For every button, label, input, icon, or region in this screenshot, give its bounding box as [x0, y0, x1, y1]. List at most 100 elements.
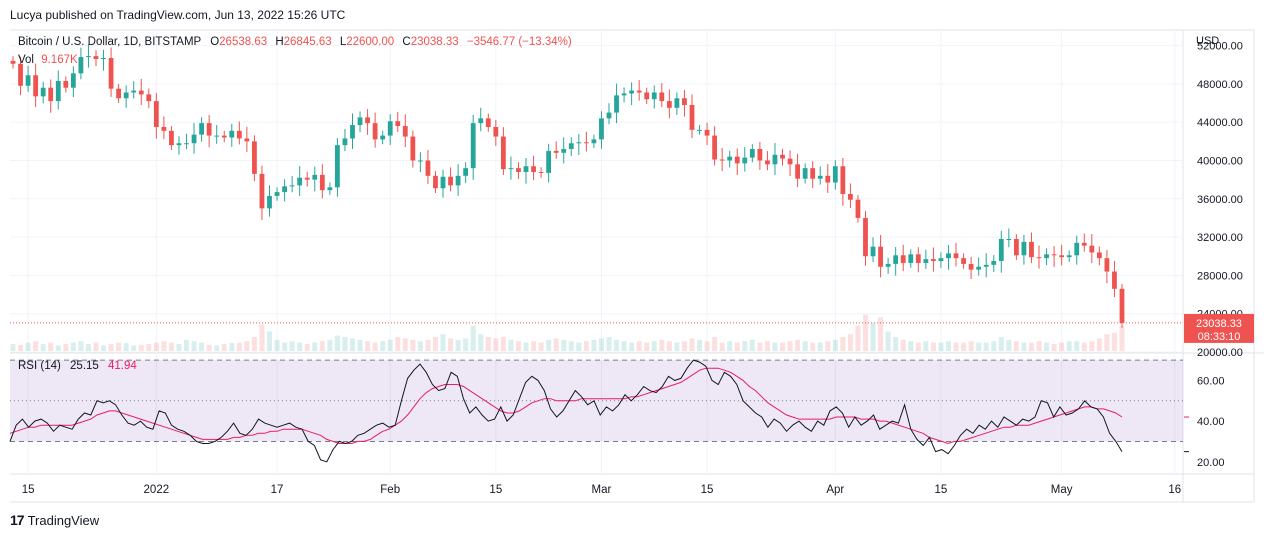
candle-body[interactable]	[267, 195, 272, 209]
candle-body[interactable]	[930, 259, 936, 262]
candle-body[interactable]	[629, 90, 635, 94]
candle-body[interactable]	[727, 156, 733, 161]
candle-body[interactable]	[614, 95, 619, 113]
candle-body[interactable]	[312, 174, 318, 180]
candle-body[interactable]	[1013, 239, 1019, 256]
candle-body[interactable]	[402, 126, 408, 137]
candle-body[interactable]	[153, 101, 159, 127]
candle-body[interactable]	[319, 174, 325, 191]
candle-body[interactable]	[855, 199, 861, 218]
candle-body[interactable]	[123, 92, 129, 99]
candle-body[interactable]	[1096, 252, 1102, 259]
candle-body[interactable]	[78, 57, 84, 74]
rsi-pane[interactable]	[9, 359, 1183, 463]
candle-body[interactable]	[433, 175, 438, 189]
candle-body[interactable]	[523, 166, 529, 172]
candle-body[interactable]	[516, 168, 521, 172]
candle-body[interactable]	[1119, 288, 1125, 323]
candle-body[interactable]	[244, 138, 250, 142]
candle-body[interactable]	[531, 166, 536, 172]
candle-body[interactable]	[206, 123, 212, 136]
candle-body[interactable]	[1089, 245, 1095, 253]
candle-body[interactable]	[500, 136, 506, 170]
candle-body[interactable]	[410, 136, 416, 161]
candle-body[interactable]	[682, 98, 687, 105]
candle-body[interactable]	[1006, 239, 1012, 241]
candle-body[interactable]	[252, 141, 257, 174]
candle-body[interactable]	[327, 187, 333, 191]
candle-body[interactable]	[953, 253, 959, 259]
candle-body[interactable]	[335, 145, 340, 188]
candle-body[interactable]	[342, 138, 348, 146]
candle-body[interactable]	[70, 73, 76, 88]
candle-body[interactable]	[968, 263, 974, 270]
candle-body[interactable]	[704, 129, 710, 136]
candle-body[interactable]	[538, 171, 544, 173]
candle-body[interactable]	[33, 75, 39, 97]
candle-body[interactable]	[63, 81, 69, 88]
candle-body[interactable]	[1112, 271, 1117, 289]
candle-body[interactable]	[719, 159, 725, 161]
candle-body[interactable]	[108, 58, 114, 89]
candle-body[interactable]	[25, 75, 31, 86]
candle-body[interactable]	[1074, 242, 1080, 256]
candle-body[interactable]	[666, 101, 672, 108]
candle-body[interactable]	[644, 92, 650, 100]
candle-body[interactable]	[417, 160, 423, 162]
candle-body[interactable]	[734, 156, 740, 164]
candle-body[interactable]	[568, 143, 574, 149]
candle-body[interactable]	[991, 261, 997, 265]
candle-body[interactable]	[1051, 254, 1057, 256]
candle-body[interactable]	[86, 56, 91, 58]
candle-body[interactable]	[1021, 241, 1027, 256]
candle-body[interactable]	[221, 135, 227, 138]
candle-body[interactable]	[817, 175, 823, 179]
candle-body[interactable]	[832, 166, 838, 183]
candle-body[interactable]	[274, 192, 280, 196]
candle-body[interactable]	[365, 117, 370, 124]
candle-body[interactable]	[863, 217, 868, 257]
candle-body[interactable]	[983, 264, 989, 267]
candle-body[interactable]	[485, 118, 491, 127]
candle-body[interactable]	[463, 168, 469, 176]
candle-body[interactable]	[576, 142, 582, 144]
candle-body[interactable]	[214, 135, 220, 137]
candle-body[interactable]	[900, 255, 906, 263]
candle-body[interactable]	[116, 88, 122, 99]
candle-body[interactable]	[493, 126, 499, 137]
candle-body[interactable]	[765, 160, 770, 165]
candle-body[interactable]	[908, 254, 914, 263]
candle-body[interactable]	[1104, 258, 1110, 272]
candle-body[interactable]	[289, 185, 295, 187]
candle-body[interactable]	[621, 93, 627, 96]
candle-body[interactable]	[976, 266, 982, 270]
candle-body[interactable]	[636, 90, 642, 93]
candle-body[interactable]	[478, 118, 484, 124]
candle-body[interactable]	[259, 173, 265, 209]
candle-body[interactable]	[1081, 242, 1087, 246]
candle-body[interactable]	[357, 117, 363, 126]
candle-body[interactable]	[131, 90, 137, 93]
rsi-ma-line[interactable]	[9, 367, 1123, 445]
candle-body[interactable]	[787, 158, 793, 165]
candle-body[interactable]	[599, 118, 604, 140]
candle-body[interactable]	[659, 92, 665, 102]
candle-body[interactable]	[742, 157, 748, 164]
candle-body[interactable]	[749, 148, 755, 158]
candle-body[interactable]	[923, 259, 929, 263]
candle-body[interactable]	[161, 126, 167, 131]
candle-body[interactable]	[1066, 255, 1072, 258]
candle-body[interactable]	[689, 104, 695, 130]
candle-body[interactable]	[191, 134, 197, 144]
candle-body[interactable]	[350, 125, 355, 139]
candle-body[interactable]	[1044, 254, 1049, 259]
candle-body[interactable]	[48, 87, 54, 102]
candle-body[interactable]	[169, 130, 174, 146]
candle-body[interactable]	[810, 168, 816, 179]
rsi-line[interactable]	[9, 359, 1123, 463]
candle-body[interactable]	[772, 154, 778, 165]
candle-body[interactable]	[282, 186, 287, 193]
candle-body[interactable]	[780, 154, 785, 159]
